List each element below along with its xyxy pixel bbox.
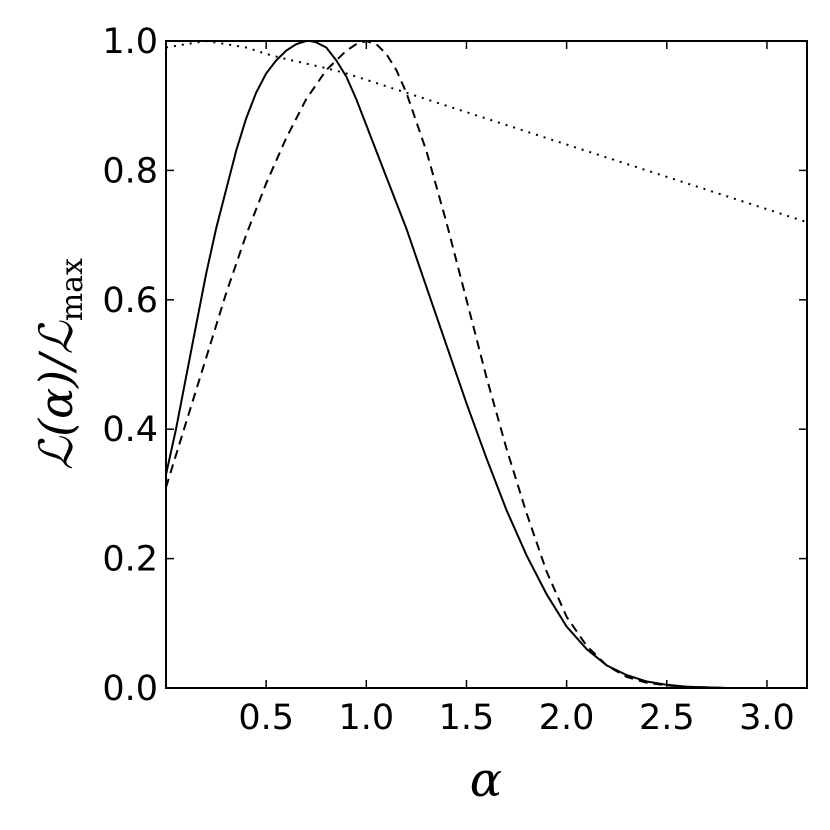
y-tick-label: 1.0	[102, 22, 158, 62]
x-tick-label: 0.5	[238, 698, 294, 738]
y-tick-label: 0.4	[102, 410, 158, 450]
series-line-dotted	[165, 39, 808, 224]
y-axis-label-subscript: max	[55, 258, 90, 321]
y-axis-label-group: ℒ(α)/ℒmax	[29, 258, 90, 470]
y-tick-label: 0.8	[102, 151, 158, 191]
y-tick-label: 0.6	[102, 281, 158, 321]
y-tick-label: 0.0	[102, 669, 158, 709]
x-ticks: 0.5 1.0 1.5 2.0 2.5 3.0	[238, 41, 795, 738]
series-line-solid	[165, 40, 807, 689]
x-tick-label: 1.0	[338, 698, 394, 738]
plot-series	[165, 39, 808, 689]
y-axis-label: ℒ(α)/ℒmax	[29, 258, 90, 470]
series-line-dashed	[165, 39, 807, 689]
x-tick-label: 3.0	[739, 698, 795, 738]
y-tick-label: 0.2	[102, 540, 158, 580]
x-axis-label: α	[470, 752, 502, 808]
y-axis-label-main: ℒ(α)/ℒ	[29, 320, 83, 470]
x-tick-label: 1.5	[439, 698, 495, 738]
y-ticks: 0.0 0.2 0.4 0.6 0.8 1.0	[102, 22, 807, 709]
axes-frame	[165, 40, 808, 689]
x-tick-label: 2.0	[539, 698, 595, 738]
x-tick-label: 2.5	[639, 698, 695, 738]
